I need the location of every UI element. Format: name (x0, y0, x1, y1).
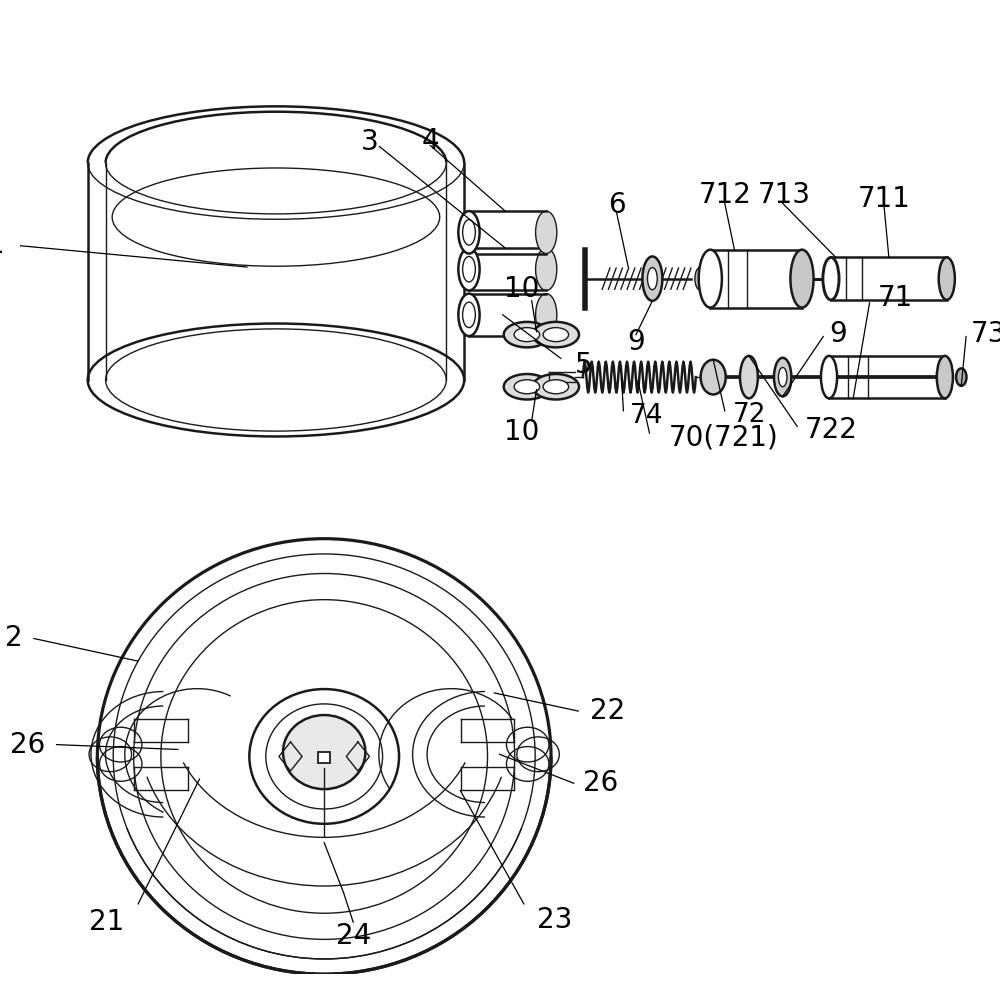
Ellipse shape (458, 211, 480, 253)
Text: 10: 10 (504, 275, 540, 303)
Text: 23: 23 (537, 905, 573, 934)
Text: 10: 10 (504, 418, 540, 446)
Ellipse shape (458, 248, 480, 291)
Text: 22: 22 (590, 697, 625, 725)
Text: 712: 712 (698, 181, 751, 208)
Ellipse shape (536, 294, 557, 336)
Ellipse shape (647, 267, 657, 290)
Text: 74: 74 (630, 403, 664, 429)
Ellipse shape (956, 368, 966, 386)
Ellipse shape (533, 374, 579, 400)
Text: 21: 21 (89, 908, 125, 936)
Text: 26: 26 (583, 769, 618, 797)
Text: 9: 9 (627, 328, 645, 356)
Text: 6: 6 (608, 191, 625, 219)
Text: 9: 9 (829, 320, 847, 348)
Ellipse shape (504, 322, 550, 348)
Ellipse shape (778, 367, 787, 387)
Ellipse shape (701, 359, 726, 395)
Ellipse shape (821, 355, 837, 399)
Ellipse shape (536, 248, 557, 291)
Ellipse shape (88, 323, 464, 436)
Ellipse shape (823, 257, 839, 300)
Text: 72: 72 (733, 402, 766, 428)
Text: 722: 722 (805, 416, 858, 444)
Text: 1: 1 (0, 232, 5, 259)
Ellipse shape (939, 257, 955, 300)
Text: 70(721): 70(721) (669, 424, 779, 452)
Text: 713: 713 (758, 181, 811, 208)
Text: 5: 5 (575, 351, 593, 379)
Ellipse shape (249, 689, 399, 824)
Text: 24: 24 (336, 922, 371, 950)
Ellipse shape (699, 249, 722, 307)
Text: 71: 71 (877, 284, 913, 312)
Ellipse shape (543, 380, 569, 394)
Ellipse shape (740, 355, 758, 399)
Ellipse shape (695, 267, 706, 291)
Ellipse shape (283, 715, 365, 790)
Ellipse shape (97, 539, 551, 974)
Ellipse shape (937, 355, 953, 399)
Ellipse shape (543, 328, 569, 342)
Bar (318, 752, 330, 763)
Text: 3: 3 (361, 129, 379, 156)
Ellipse shape (536, 211, 557, 253)
Ellipse shape (458, 294, 480, 336)
Text: 4: 4 (421, 127, 439, 155)
Text: 711: 711 (858, 185, 910, 212)
Text: 73: 73 (971, 320, 1000, 348)
Ellipse shape (504, 374, 550, 400)
Ellipse shape (514, 328, 540, 342)
Ellipse shape (790, 249, 814, 307)
Ellipse shape (642, 256, 662, 300)
Ellipse shape (514, 380, 540, 394)
Text: 26: 26 (10, 731, 45, 759)
Text: 2: 2 (5, 625, 23, 652)
Ellipse shape (533, 322, 579, 348)
Ellipse shape (774, 357, 791, 397)
